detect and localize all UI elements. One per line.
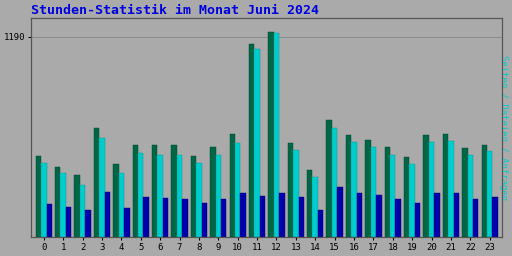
Bar — [182, 199, 188, 237]
Bar — [138, 153, 143, 237]
Bar — [177, 155, 182, 237]
Bar — [337, 187, 343, 237]
Bar — [41, 163, 47, 237]
Bar — [216, 155, 221, 237]
Bar — [254, 49, 260, 237]
Bar — [443, 134, 448, 237]
Bar — [307, 170, 312, 237]
Bar — [157, 155, 163, 237]
Bar — [113, 164, 119, 237]
Bar — [357, 193, 362, 237]
Bar — [172, 145, 177, 237]
Bar — [365, 140, 371, 237]
Bar — [274, 33, 279, 237]
Bar — [99, 138, 104, 237]
Bar — [410, 164, 415, 237]
Bar — [487, 151, 493, 237]
Bar — [249, 45, 254, 237]
Bar — [202, 203, 207, 237]
Bar — [298, 197, 304, 237]
Bar — [229, 134, 235, 237]
Bar — [454, 193, 459, 237]
Bar — [293, 150, 298, 237]
Bar — [80, 185, 86, 237]
Bar — [55, 167, 60, 237]
Bar — [467, 155, 473, 237]
Bar — [481, 145, 487, 237]
Bar — [448, 141, 454, 237]
Bar — [404, 157, 410, 237]
Bar — [462, 148, 467, 237]
Text: Stunden-Statistik im Monat Juni 2024: Stunden-Statistik im Monat Juni 2024 — [31, 4, 319, 17]
Bar — [260, 196, 265, 237]
Bar — [60, 173, 66, 237]
Bar — [221, 199, 226, 237]
Bar — [119, 173, 124, 237]
Bar — [235, 143, 241, 237]
Bar — [47, 204, 52, 237]
Bar — [191, 156, 196, 237]
Bar — [318, 210, 324, 237]
Bar — [346, 135, 351, 237]
Bar — [241, 193, 246, 237]
Bar — [86, 210, 91, 237]
Bar — [429, 142, 434, 237]
Bar — [493, 197, 498, 237]
Bar — [312, 177, 318, 237]
Bar — [423, 135, 429, 237]
Bar — [385, 147, 390, 237]
Bar — [351, 142, 357, 237]
Bar — [36, 156, 41, 237]
Bar — [66, 207, 71, 237]
Bar — [327, 120, 332, 237]
Y-axis label: Seiten / Dateien / Anfragen: Seiten / Dateien / Anfragen — [499, 55, 508, 200]
Bar — [163, 198, 168, 237]
Bar — [434, 193, 440, 237]
Bar — [152, 145, 157, 237]
Bar — [143, 197, 149, 237]
Bar — [210, 147, 216, 237]
Bar — [332, 128, 337, 237]
Bar — [196, 163, 202, 237]
Bar — [268, 32, 274, 237]
Bar — [415, 203, 420, 237]
Bar — [279, 193, 285, 237]
Bar — [94, 128, 99, 237]
Bar — [473, 199, 478, 237]
Bar — [395, 199, 401, 237]
Bar — [390, 155, 395, 237]
Bar — [124, 208, 130, 237]
Bar — [104, 192, 110, 237]
Bar — [74, 175, 80, 237]
Bar — [133, 145, 138, 237]
Bar — [376, 195, 381, 237]
Bar — [288, 143, 293, 237]
Bar — [371, 147, 376, 237]
